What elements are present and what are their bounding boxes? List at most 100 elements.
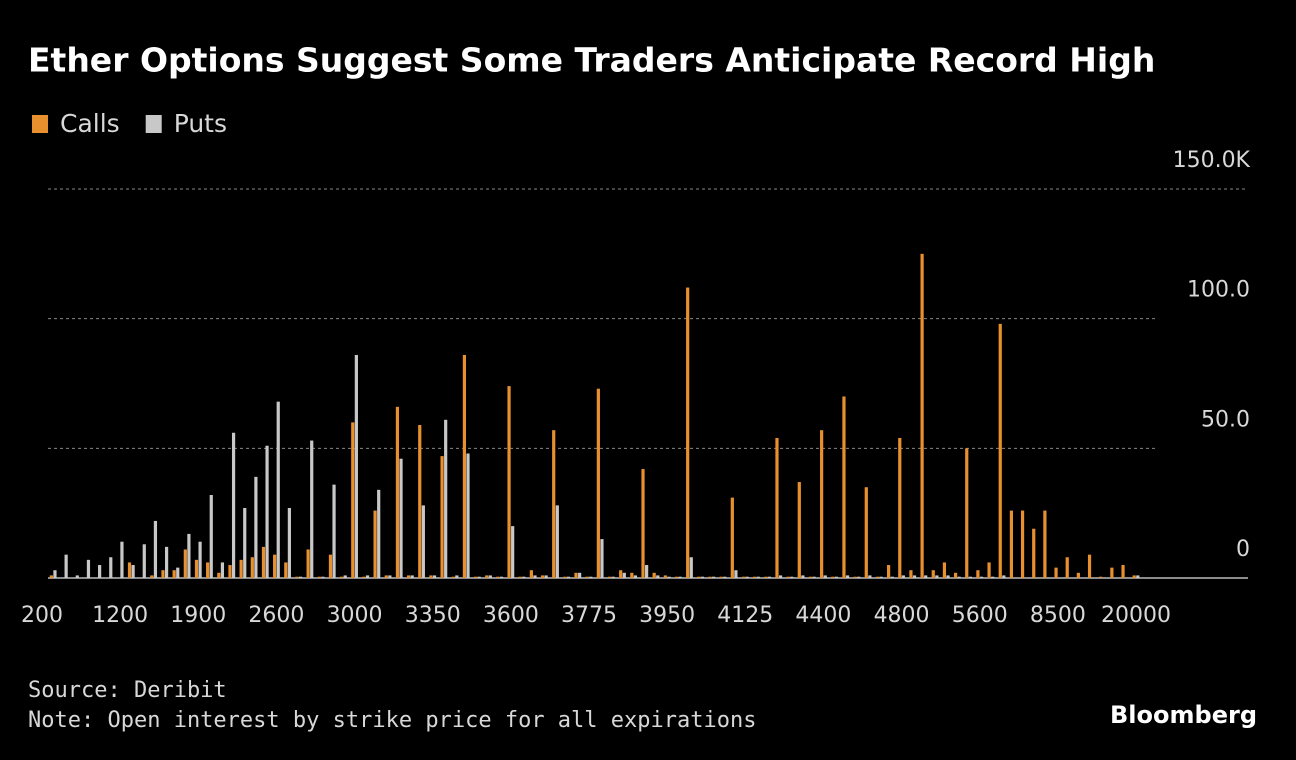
legend-label: Calls (60, 109, 120, 138)
bar (462, 354, 467, 578)
bar (566, 576, 571, 578)
bar (388, 575, 392, 578)
bar (622, 572, 626, 578)
bar (351, 422, 355, 578)
bar (164, 546, 169, 578)
bar (842, 396, 846, 578)
bar (924, 575, 928, 578)
bar (295, 576, 299, 578)
source: Source: Deribit (28, 678, 227, 703)
bar (340, 576, 344, 578)
legend-label: Puts (174, 109, 227, 138)
bar (645, 565, 649, 578)
bar (239, 559, 243, 578)
chart-title: Ether Options Suggest Some Traders Antic… (28, 41, 1155, 80)
x-tick-label: 8500 (1030, 603, 1086, 628)
bar (946, 575, 950, 578)
bar (220, 562, 225, 578)
bar (1002, 575, 1006, 578)
y-tick-label: 150.0K (1173, 148, 1251, 173)
bar (243, 507, 247, 578)
bar (377, 489, 381, 578)
bar (764, 576, 768, 578)
bar (321, 576, 325, 578)
bar (287, 507, 291, 578)
bar (619, 570, 623, 578)
bar (451, 576, 455, 578)
bar (987, 562, 991, 578)
bar (317, 576, 321, 578)
bar (630, 572, 634, 578)
x-tick-label: 4800 (874, 603, 930, 628)
x-tick-label: 3775 (561, 603, 617, 628)
bar (1020, 510, 1025, 578)
bar (250, 557, 254, 578)
x-tick-label: 1200 (92, 603, 148, 628)
bar (979, 576, 984, 578)
x-tick-label: 4125 (717, 603, 773, 628)
bar (328, 554, 333, 578)
bar (343, 575, 347, 578)
bar (734, 570, 738, 578)
x-tick-label: 3000 (327, 603, 383, 628)
bar (853, 576, 857, 578)
bar (778, 575, 783, 578)
bar (1087, 554, 1092, 578)
bar (589, 576, 593, 578)
x-tick-label: 2600 (248, 603, 304, 628)
bar (823, 575, 827, 578)
bar (488, 575, 492, 578)
bar (879, 576, 883, 578)
x-tick-label: 3350 (405, 603, 461, 628)
bar (686, 287, 690, 578)
bar (552, 430, 556, 578)
bar (499, 576, 504, 578)
x-tick-label: 3600 (483, 603, 539, 628)
bar (276, 401, 280, 578)
bar (354, 354, 358, 578)
bar (812, 576, 816, 578)
bar (868, 575, 872, 578)
bar (432, 575, 437, 578)
bar (473, 576, 478, 578)
bar (429, 575, 433, 578)
bar (142, 544, 146, 578)
bar (153, 520, 158, 578)
bar (1043, 510, 1047, 578)
bar (231, 432, 236, 578)
bar (935, 575, 939, 578)
bar (898, 437, 902, 578)
bar (611, 576, 615, 578)
bar (410, 575, 414, 578)
bar (86, 559, 91, 578)
bar (875, 576, 880, 578)
bar (607, 576, 612, 578)
bar (641, 469, 645, 578)
bar (507, 386, 511, 578)
bar (652, 572, 656, 578)
bar (953, 572, 958, 578)
bar (306, 549, 310, 578)
bar (109, 557, 113, 578)
bar (901, 575, 905, 578)
bar (544, 575, 548, 578)
bar (150, 575, 154, 578)
bar (756, 576, 760, 578)
bar (1009, 510, 1014, 578)
bar (741, 576, 746, 578)
bar (808, 576, 813, 578)
bar (284, 562, 288, 578)
bar (968, 576, 972, 578)
bar (909, 570, 913, 578)
bar (1054, 567, 1058, 578)
bar (942, 562, 947, 578)
bar (864, 487, 868, 578)
bar (991, 576, 995, 578)
legend-swatch (32, 115, 48, 133)
bar (399, 458, 403, 578)
bar (689, 557, 693, 578)
bar (511, 526, 515, 578)
bar (887, 565, 891, 578)
